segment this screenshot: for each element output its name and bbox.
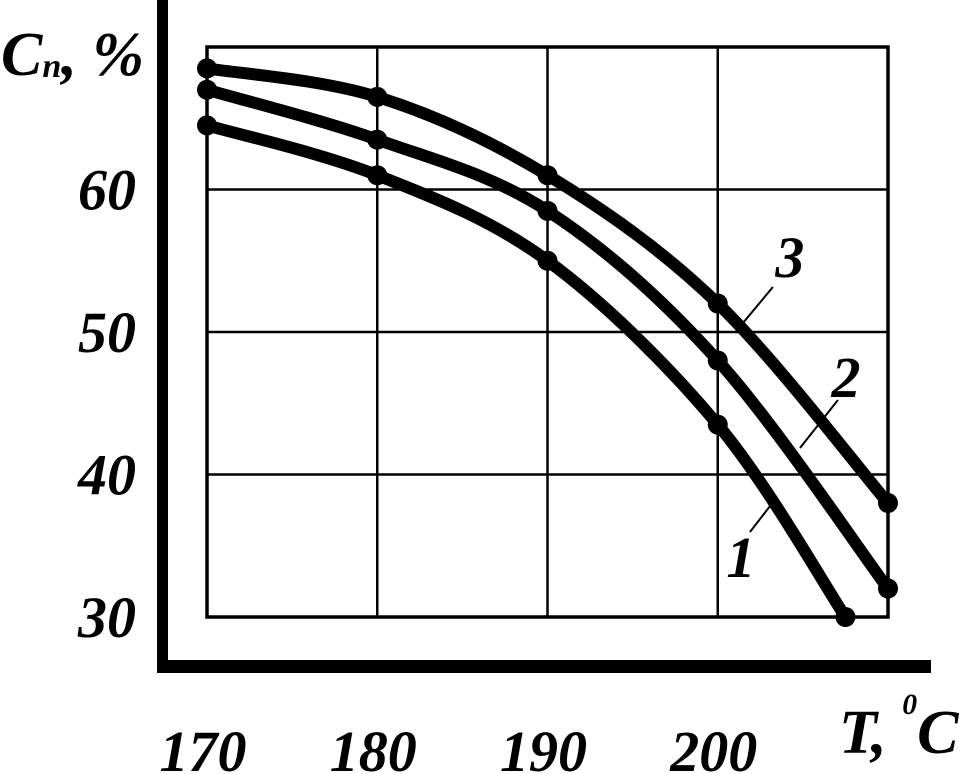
curve-label-1: 1 <box>726 525 755 590</box>
data-point-curve-3 <box>367 86 388 107</box>
data-point-curve-1 <box>537 250 558 271</box>
curve-3 <box>201 62 894 509</box>
data-point-curve-3 <box>197 58 217 79</box>
data-point-curve-3 <box>878 493 898 513</box>
data-point-curve-1 <box>707 414 728 435</box>
data-point-curve-2 <box>878 578 898 599</box>
y-tick-label-30: 30 <box>77 585 136 650</box>
x-tick-label-190: 190 <box>500 719 587 774</box>
data-point-curve-3 <box>707 293 728 314</box>
x-axis-title-degree: 0 <box>902 688 918 722</box>
y-axis-title-subscript: n <box>42 48 62 86</box>
x-axis-title-main: T, <box>839 699 903 767</box>
y-axis-title-main: C <box>1 21 43 89</box>
data-point-curve-2 <box>197 79 217 100</box>
x-tick-label-180: 180 <box>330 719 417 774</box>
leader-line-curve-3 <box>742 286 774 324</box>
data-point-curve-1 <box>197 115 217 136</box>
x-axis-line <box>157 660 931 673</box>
data-point-curve-3 <box>537 165 558 186</box>
curve-1 <box>201 119 852 623</box>
data-point-curve-1 <box>835 607 856 627</box>
y-axis-line <box>157 0 168 673</box>
y-axis-title-unit: , % <box>61 21 144 89</box>
curve-label-2: 2 <box>830 345 860 410</box>
data-point-curve-2 <box>367 129 388 150</box>
x-tick-label-200: 200 <box>669 719 757 774</box>
y-tick-label-50: 50 <box>78 300 136 365</box>
x-tick-label-170: 170 <box>160 719 247 774</box>
y-tick-label-60: 60 <box>78 158 136 223</box>
curve-label-3: 3 <box>774 225 804 290</box>
x-axis-title-unit: C <box>917 699 959 767</box>
plot-border <box>205 45 890 619</box>
data-point-curve-2 <box>537 200 558 221</box>
data-point-curve-2 <box>707 350 728 371</box>
y-axis-title: Cn, % <box>1 24 144 86</box>
data-point-curve-1 <box>367 165 388 186</box>
curve-2 <box>201 83 894 595</box>
x-axis-title: T, 0C <box>839 690 959 767</box>
y-tick-label-40: 40 <box>77 443 136 508</box>
